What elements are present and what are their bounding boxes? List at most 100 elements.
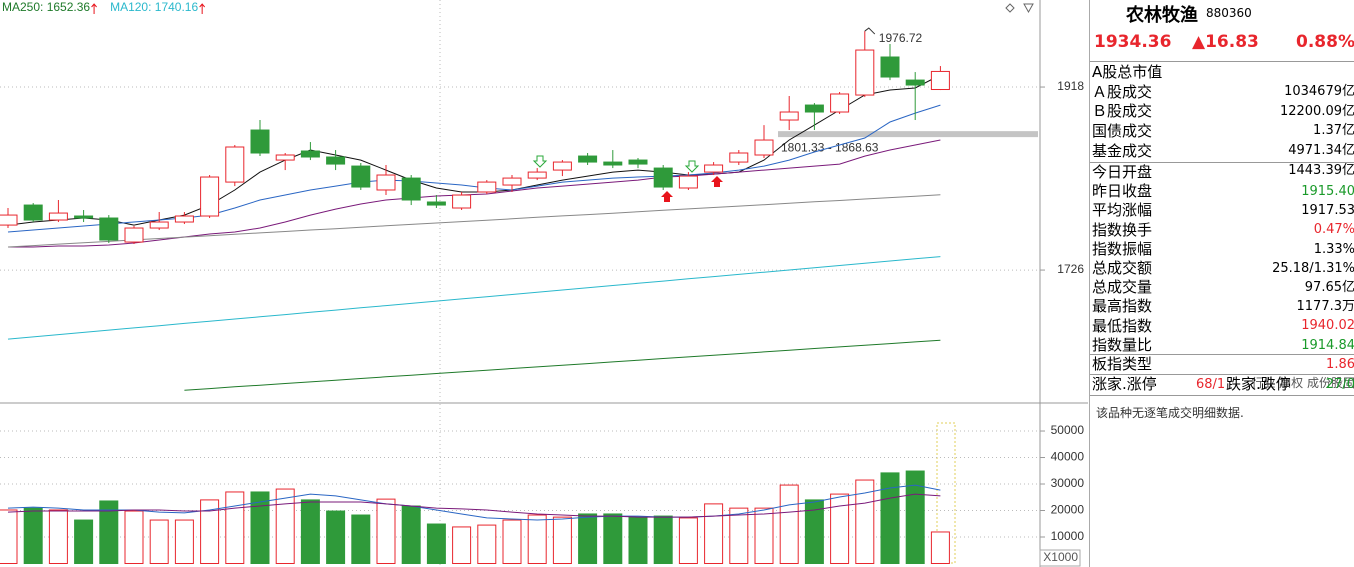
- candle-body: [552, 161, 572, 171]
- y-tick-label: 40000: [1051, 450, 1085, 464]
- breadth-label: 跌家.跌停: [1226, 375, 1291, 393]
- candle-body: [855, 49, 875, 96]
- candle-body: [804, 104, 824, 113]
- candle-body: [678, 175, 698, 189]
- separator: [1090, 395, 1354, 396]
- stat-label: A股总市值: [1092, 63, 1163, 81]
- stat-row: A股总市值 1034679亿: [1092, 63, 1354, 99]
- signal-arrow: [684, 160, 700, 173]
- candle-body: [376, 174, 396, 191]
- volume-bar: [275, 488, 295, 565]
- candle-body: [603, 161, 623, 166]
- candle-body: [149, 221, 169, 229]
- volume-bar: [527, 514, 547, 564]
- stat-row: 最低指数 1914.84: [1092, 317, 1354, 353]
- volume-bar: [704, 503, 724, 564]
- stat-row: 昨日收盘 1917.53: [1092, 182, 1354, 218]
- breadth-row: 涨家.涨停 68/1 跌家.跌停 27/0: [1092, 375, 1354, 394]
- legend-arrow: [91, 3, 97, 14]
- volume-bar: [124, 510, 144, 564]
- unit-box: [1039, 549, 1081, 567]
- volume-bar: [401, 505, 421, 565]
- zoom-icon[interactable]: [1005, 3, 1015, 13]
- ma-line: [7, 484, 941, 521]
- stat-value: 1.37亿: [1313, 123, 1354, 139]
- stat-label: 昨日收盘: [1092, 182, 1153, 201]
- volume-bar: [326, 510, 346, 564]
- volume-bar: [452, 526, 472, 565]
- stat-value: 1034679亿: [1284, 84, 1354, 99]
- chart: 172619181000020000300004000050000X100018…: [0, 0, 1088, 567]
- stat-value: 0.47%: [1313, 222, 1354, 238]
- candle-body: [729, 152, 749, 163]
- volume-bar: [754, 507, 774, 565]
- stat-label: 板指类型: [1092, 355, 1153, 373]
- separator: [1090, 374, 1354, 375]
- stat-value: 1940.02: [1301, 318, 1354, 334]
- volume-bar: [477, 524, 497, 564]
- y-tick-label: 20000: [1051, 503, 1085, 517]
- unit-label: X1000: [1043, 550, 1078, 564]
- stat-row: 最高指数 1940.02: [1092, 297, 1354, 333]
- stat-value: 4971.34亿: [1288, 143, 1354, 159]
- stat-value: 1.33%: [1313, 241, 1354, 257]
- price: 1934.36: [1094, 32, 1172, 52]
- stat-value: 1915.40: [1301, 184, 1354, 199]
- candle-body: [527, 171, 547, 179]
- volume-bar: [552, 516, 572, 565]
- volume-bar: [628, 516, 648, 565]
- legend-entry: MA120: 1740.16: [110, 0, 198, 14]
- stat-row: 今日开盘 1915.40: [1092, 163, 1354, 199]
- candle-body: [704, 164, 724, 173]
- candle-body: [779, 111, 799, 121]
- candle-body: [300, 150, 320, 158]
- candle-body: [275, 154, 295, 161]
- volume-bar: [678, 517, 698, 565]
- quote-panel: 农林牧渔 880360 1934.36 ▲16.83 0.88% A股总市值 10…: [1089, 0, 1354, 567]
- volume-bar: [149, 519, 169, 564]
- stat-label: 最高指数: [1092, 297, 1153, 316]
- candle-body: [250, 129, 270, 154]
- signal-arrow: [532, 155, 548, 168]
- stat-row: Ａ股成交 12200.09亿: [1092, 82, 1354, 119]
- separator: [1090, 162, 1354, 163]
- stat-row: 指数量比 1.86: [1092, 335, 1354, 372]
- volume-bar: [225, 491, 245, 564]
- volume-bar: [729, 507, 749, 565]
- volume-bar: [880, 472, 900, 565]
- volume-bar: [376, 498, 396, 564]
- stat-label: 今日开盘: [1092, 163, 1153, 181]
- candle-body: [452, 194, 472, 209]
- stat-label: 平均涨幅: [1092, 201, 1153, 220]
- stat-row: Ｂ股成交 1.37亿: [1092, 102, 1354, 138]
- y-tick-label: 10000: [1051, 529, 1085, 543]
- candle-body: [74, 215, 94, 219]
- signal-arrow: [711, 176, 723, 187]
- candle-body: [477, 181, 497, 193]
- ma-line: [7, 256, 941, 340]
- stat-label: 指数振幅: [1092, 239, 1153, 258]
- volume-bar: [653, 515, 673, 564]
- stat-label: 指数量比: [1092, 335, 1153, 354]
- y-tick-label: 50000: [1051, 423, 1085, 437]
- candle-body: [124, 227, 144, 243]
- candle-body: [905, 79, 925, 86]
- candle-body: [502, 177, 522, 186]
- breadth-value: 68/1: [1196, 377, 1226, 392]
- annotation: 1976.72: [879, 31, 923, 45]
- volume-bar: [502, 519, 522, 564]
- stat-label: Ａ股成交: [1092, 82, 1153, 101]
- volume-bar: [930, 531, 950, 565]
- stat-value: 25.18/1.31%: [1272, 260, 1354, 276]
- stat-value: 1177.3万: [1296, 299, 1354, 315]
- volume-bar: [603, 513, 623, 565]
- stat-row: 板指类型 行业 加权 成份股固: [1092, 355, 1354, 390]
- stat-value: 12200.09亿: [1279, 103, 1354, 119]
- stat-value: 1.86: [1326, 356, 1354, 372]
- menu-icon[interactable]: [1023, 3, 1034, 14]
- stat-label: Ｂ股成交: [1092, 102, 1153, 121]
- candle-body: [48, 212, 68, 221]
- breadth-value: 27/0: [1325, 377, 1354, 392]
- stat-label: 指数换手: [1092, 220, 1153, 239]
